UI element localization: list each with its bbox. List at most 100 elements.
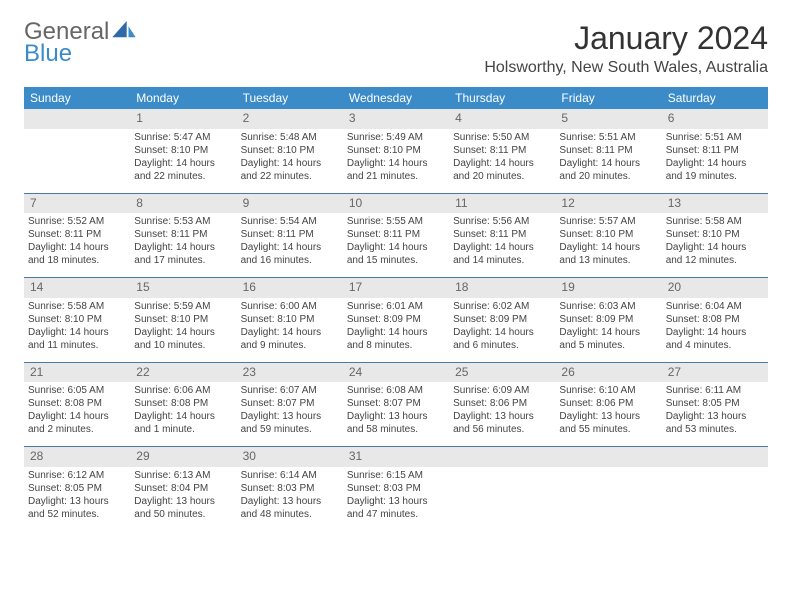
day-detail-line: Sunset: 8:04 PM bbox=[134, 482, 232, 495]
day-detail-line: Sunrise: 5:50 AM bbox=[453, 131, 551, 144]
day-detail-line: Sunset: 8:08 PM bbox=[134, 397, 232, 410]
day-detail-line: Sunset: 8:10 PM bbox=[134, 144, 232, 157]
day-details: Sunrise: 5:51 AMSunset: 8:11 PMDaylight:… bbox=[666, 131, 764, 187]
day-content-cell: Sunrise: 6:01 AMSunset: 8:09 PMDaylight:… bbox=[343, 298, 449, 363]
day-content-row: Sunrise: 5:58 AMSunset: 8:10 PMDaylight:… bbox=[24, 298, 768, 363]
day-detail-line: Daylight: 14 hours and 16 minutes. bbox=[241, 241, 339, 267]
day-number-cell: 18 bbox=[449, 278, 555, 298]
day-detail-line: Daylight: 14 hours and 22 minutes. bbox=[134, 157, 232, 183]
day-detail-line: Sunset: 8:08 PM bbox=[666, 313, 764, 326]
day-details: Sunrise: 6:02 AMSunset: 8:09 PMDaylight:… bbox=[453, 300, 551, 356]
weekday-header: Sunday bbox=[24, 87, 130, 109]
day-details: Sunrise: 6:13 AMSunset: 8:04 PMDaylight:… bbox=[134, 469, 232, 525]
day-detail-line: Sunrise: 6:02 AM bbox=[453, 300, 551, 313]
day-detail-line: Daylight: 13 hours and 53 minutes. bbox=[666, 410, 764, 436]
day-content-cell: Sunrise: 6:14 AMSunset: 8:03 PMDaylight:… bbox=[237, 467, 343, 531]
day-number-cell bbox=[555, 447, 661, 467]
calendar-body: 123456Sunrise: 5:47 AMSunset: 8:10 PMDay… bbox=[24, 109, 768, 531]
day-details: Sunrise: 5:58 AMSunset: 8:10 PMDaylight:… bbox=[666, 215, 764, 271]
day-number-cell: 4 bbox=[449, 109, 555, 129]
day-detail-line: Sunset: 8:06 PM bbox=[453, 397, 551, 410]
day-detail-line: Daylight: 14 hours and 9 minutes. bbox=[241, 326, 339, 352]
day-detail-line: Sunset: 8:11 PM bbox=[666, 144, 764, 157]
day-detail-line: Daylight: 13 hours and 50 minutes. bbox=[134, 495, 232, 521]
day-number-cell: 1 bbox=[130, 109, 236, 129]
brand-part2: Blue bbox=[24, 42, 136, 66]
calendar-table: SundayMondayTuesdayWednesdayThursdayFrid… bbox=[24, 87, 768, 531]
day-detail-line: Sunset: 8:11 PM bbox=[241, 228, 339, 241]
day-number-cell: 11 bbox=[449, 193, 555, 213]
day-details: Sunrise: 6:14 AMSunset: 8:03 PMDaylight:… bbox=[241, 469, 339, 525]
day-detail-line: Sunrise: 6:10 AM bbox=[559, 384, 657, 397]
day-detail-line: Daylight: 14 hours and 13 minutes. bbox=[559, 241, 657, 267]
day-detail-line: Sunset: 8:09 PM bbox=[347, 313, 445, 326]
day-details: Sunrise: 6:10 AMSunset: 8:06 PMDaylight:… bbox=[559, 384, 657, 440]
day-number-cell: 6 bbox=[662, 109, 768, 129]
day-content-cell: Sunrise: 5:53 AMSunset: 8:11 PMDaylight:… bbox=[130, 213, 236, 278]
day-number-cell: 30 bbox=[237, 447, 343, 467]
day-number-cell: 12 bbox=[555, 193, 661, 213]
day-detail-line: Sunrise: 5:49 AM bbox=[347, 131, 445, 144]
day-detail-line: Sunrise: 5:59 AM bbox=[134, 300, 232, 313]
day-detail-line: Sunrise: 6:11 AM bbox=[666, 384, 764, 397]
day-detail-line: Daylight: 14 hours and 5 minutes. bbox=[559, 326, 657, 352]
day-detail-line: Sunrise: 6:14 AM bbox=[241, 469, 339, 482]
day-number-cell: 26 bbox=[555, 362, 661, 382]
day-content-cell: Sunrise: 6:10 AMSunset: 8:06 PMDaylight:… bbox=[555, 382, 661, 447]
day-detail-line: Sunset: 8:10 PM bbox=[134, 313, 232, 326]
day-number-cell: 20 bbox=[662, 278, 768, 298]
day-detail-line: Sunset: 8:07 PM bbox=[347, 397, 445, 410]
day-detail-line: Sunset: 8:06 PM bbox=[559, 397, 657, 410]
day-detail-line: Daylight: 14 hours and 4 minutes. bbox=[666, 326, 764, 352]
day-detail-line: Sunset: 8:07 PM bbox=[241, 397, 339, 410]
day-detail-line: Daylight: 14 hours and 2 minutes. bbox=[28, 410, 126, 436]
day-details: Sunrise: 6:00 AMSunset: 8:10 PMDaylight:… bbox=[241, 300, 339, 356]
day-number-cell: 17 bbox=[343, 278, 449, 298]
day-detail-line: Sunset: 8:09 PM bbox=[559, 313, 657, 326]
day-detail-line: Sunset: 8:10 PM bbox=[559, 228, 657, 241]
day-detail-line: Sunset: 8:11 PM bbox=[28, 228, 126, 241]
day-detail-line: Daylight: 13 hours and 56 minutes. bbox=[453, 410, 551, 436]
day-detail-line: Sunrise: 6:07 AM bbox=[241, 384, 339, 397]
day-detail-line: Daylight: 13 hours and 58 minutes. bbox=[347, 410, 445, 436]
title-block: January 2024 Holsworthy, New South Wales… bbox=[484, 20, 768, 77]
day-details bbox=[559, 469, 657, 525]
day-detail-line: Sunrise: 6:00 AM bbox=[241, 300, 339, 313]
day-details: Sunrise: 5:50 AMSunset: 8:11 PMDaylight:… bbox=[453, 131, 551, 187]
location-text: Holsworthy, New South Wales, Australia bbox=[484, 59, 768, 77]
day-number-cell: 13 bbox=[662, 193, 768, 213]
day-content-row: Sunrise: 6:12 AMSunset: 8:05 PM Daylight:… bbox=[24, 467, 768, 531]
day-detail-line: Sunrise: 6:09 AM bbox=[453, 384, 551, 397]
day-details: Sunrise: 6:12 AMSunset: 8:05 PMDaylight:… bbox=[28, 469, 126, 525]
day-number-cell: 29 bbox=[130, 447, 236, 467]
day-content-cell: Sunrise: 5:51 AMSunset: 8:11 PMDaylight:… bbox=[555, 129, 661, 194]
day-detail-line: Daylight: 14 hours and 20 minutes. bbox=[559, 157, 657, 183]
day-content-cell bbox=[24, 129, 130, 194]
day-details: Sunrise: 6:06 AMSunset: 8:08 PMDaylight:… bbox=[134, 384, 232, 440]
day-details bbox=[453, 469, 551, 525]
month-title: January 2024 bbox=[484, 20, 768, 57]
day-detail-line: Sunrise: 6:12 AM bbox=[28, 469, 126, 482]
day-number-cell: 25 bbox=[449, 362, 555, 382]
day-detail-line: Sunrise: 5:53 AM bbox=[134, 215, 232, 228]
day-details: Sunrise: 6:07 AMSunset: 8:07 PMDaylight:… bbox=[241, 384, 339, 440]
day-detail-line: Sunset: 8:10 PM bbox=[241, 144, 339, 157]
day-number-cell: 10 bbox=[343, 193, 449, 213]
day-number-cell: 28 bbox=[24, 447, 130, 467]
day-details: Sunrise: 6:01 AMSunset: 8:09 PMDaylight:… bbox=[347, 300, 445, 356]
day-detail-line: Sunset: 8:11 PM bbox=[559, 144, 657, 157]
day-detail-line: Daylight: 13 hours and 55 minutes. bbox=[559, 410, 657, 436]
weekday-header: Wednesday bbox=[343, 87, 449, 109]
day-detail-line: Sunrise: 5:51 AM bbox=[559, 131, 657, 144]
day-details: Sunrise: 5:53 AMSunset: 8:11 PMDaylight:… bbox=[134, 215, 232, 271]
day-detail-line: Sunrise: 6:05 AM bbox=[28, 384, 126, 397]
day-number-cell: 8 bbox=[130, 193, 236, 213]
day-detail-line: Sunset: 8:05 PM bbox=[28, 482, 126, 495]
day-content-cell: Sunrise: 5:58 AMSunset: 8:10 PMDaylight:… bbox=[24, 298, 130, 363]
weekday-header: Monday bbox=[130, 87, 236, 109]
day-content-cell: Sunrise: 5:56 AMSunset: 8:11 PMDaylight:… bbox=[449, 213, 555, 278]
day-number-row: 28293031 bbox=[24, 447, 768, 467]
day-details: Sunrise: 5:47 AMSunset: 8:10 PMDaylight:… bbox=[134, 131, 232, 187]
day-number-row: 78910111213 bbox=[24, 193, 768, 213]
weekday-header-row: SundayMondayTuesdayWednesdayThursdayFrid… bbox=[24, 87, 768, 109]
